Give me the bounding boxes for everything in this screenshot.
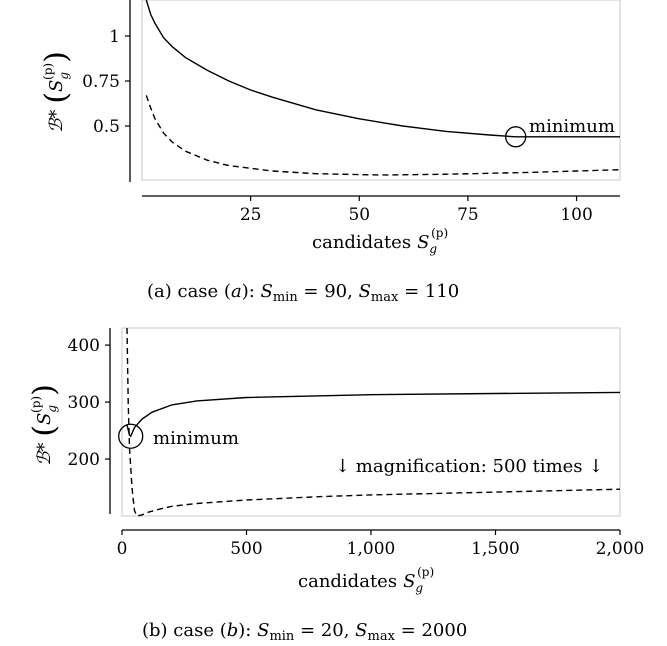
y-label-sub: g bbox=[57, 72, 71, 80]
y-label-symbol: ℬ* bbox=[46, 110, 67, 133]
x-ticks: 0 500 1,000 1,500 2,000 bbox=[117, 530, 645, 559]
x-tick-label: 1,000 bbox=[347, 539, 396, 559]
x-tick-label: 1,500 bbox=[471, 539, 520, 559]
dashed-series-line bbox=[126, 327, 621, 517]
plot-frame bbox=[121, 327, 621, 517]
minimum-marker bbox=[505, 126, 527, 148]
caption-b: (b) case (b): Smin = 20, Smax = 2000 bbox=[142, 620, 467, 644]
solid-series-line bbox=[126, 391, 621, 438]
x-label-S: S bbox=[403, 571, 415, 592]
x-label-S: S bbox=[417, 232, 429, 253]
y-label-symbol: ℬ* bbox=[34, 443, 55, 466]
x-label-sup: (p) bbox=[431, 226, 448, 240]
caption-a: (a) case (a): Smin = 90, Smax = 110 bbox=[147, 281, 459, 305]
panel-a: 25 50 75 100 0.5 0.75 1 minimum ℬ*(Sg(p)) can… bbox=[39, 0, 621, 305]
y-axis-label: ℬ*(Sg(p)) bbox=[39, 51, 74, 133]
y-label-S: S bbox=[46, 80, 67, 92]
x-label-text: candidates bbox=[312, 232, 411, 253]
plot-lines bbox=[145, 0, 621, 176]
minimum-annotation: minimum bbox=[529, 116, 615, 137]
y-tick-label: 200 bbox=[68, 450, 100, 470]
x-tick-label: 500 bbox=[230, 539, 262, 559]
x-tick-label: 100 bbox=[560, 205, 592, 225]
solid-series-line bbox=[145, 0, 620, 138]
x-label-sup: (p) bbox=[417, 565, 434, 579]
minimum-annotation: minimum bbox=[153, 428, 239, 449]
y-ticks: 200 300 400 bbox=[68, 336, 110, 470]
panel-b: 0 500 1,000 1,500 2,000 200 300 400 minimum ↓ … bbox=[27, 327, 645, 644]
svg-text:ℬ*(Sg(p)): ℬ*(Sg(p)) bbox=[39, 51, 74, 133]
x-label-sub: g bbox=[429, 242, 437, 256]
plot-frame bbox=[141, 0, 621, 181]
svg-text:ℬ*(Sg(p)): ℬ*(Sg(p)) bbox=[27, 384, 62, 466]
x-tick-label: 25 bbox=[240, 205, 262, 225]
y-label-S: S bbox=[34, 413, 55, 425]
x-tick-label: 50 bbox=[348, 205, 370, 225]
x-axis-label: candidates Sg (p) bbox=[312, 226, 448, 256]
y-axis-label: ℬ*(Sg(p)) bbox=[27, 384, 62, 466]
y-label-sub: g bbox=[45, 405, 59, 413]
y-tick-label: 300 bbox=[68, 393, 100, 413]
x-tick-label: 2,000 bbox=[596, 539, 645, 559]
y-tick-label: 0.75 bbox=[82, 72, 120, 92]
y-tick-label: 0.5 bbox=[93, 117, 120, 137]
dashed-series-line bbox=[145, 95, 621, 176]
x-ticks: 25 50 75 100 bbox=[240, 196, 593, 225]
y-ticks: 0.5 0.75 1 bbox=[82, 27, 130, 137]
x-label-sub: g bbox=[415, 581, 423, 595]
y-label-sup: (p) bbox=[41, 63, 55, 80]
magnification-note: ↓ magnification: 500 times ↓ bbox=[335, 456, 603, 477]
x-tick-label: 0 bbox=[117, 539, 128, 559]
minimum-marker bbox=[118, 423, 144, 449]
x-axis-label: candidates Sg (p) bbox=[298, 565, 434, 595]
y-tick-label: 400 bbox=[68, 336, 100, 356]
x-label-text: candidates bbox=[298, 571, 397, 592]
y-label-sup: (p) bbox=[29, 396, 43, 413]
y-tick-label: 1 bbox=[109, 27, 120, 47]
x-tick-label: 75 bbox=[457, 205, 479, 225]
plot-lines bbox=[126, 327, 621, 517]
